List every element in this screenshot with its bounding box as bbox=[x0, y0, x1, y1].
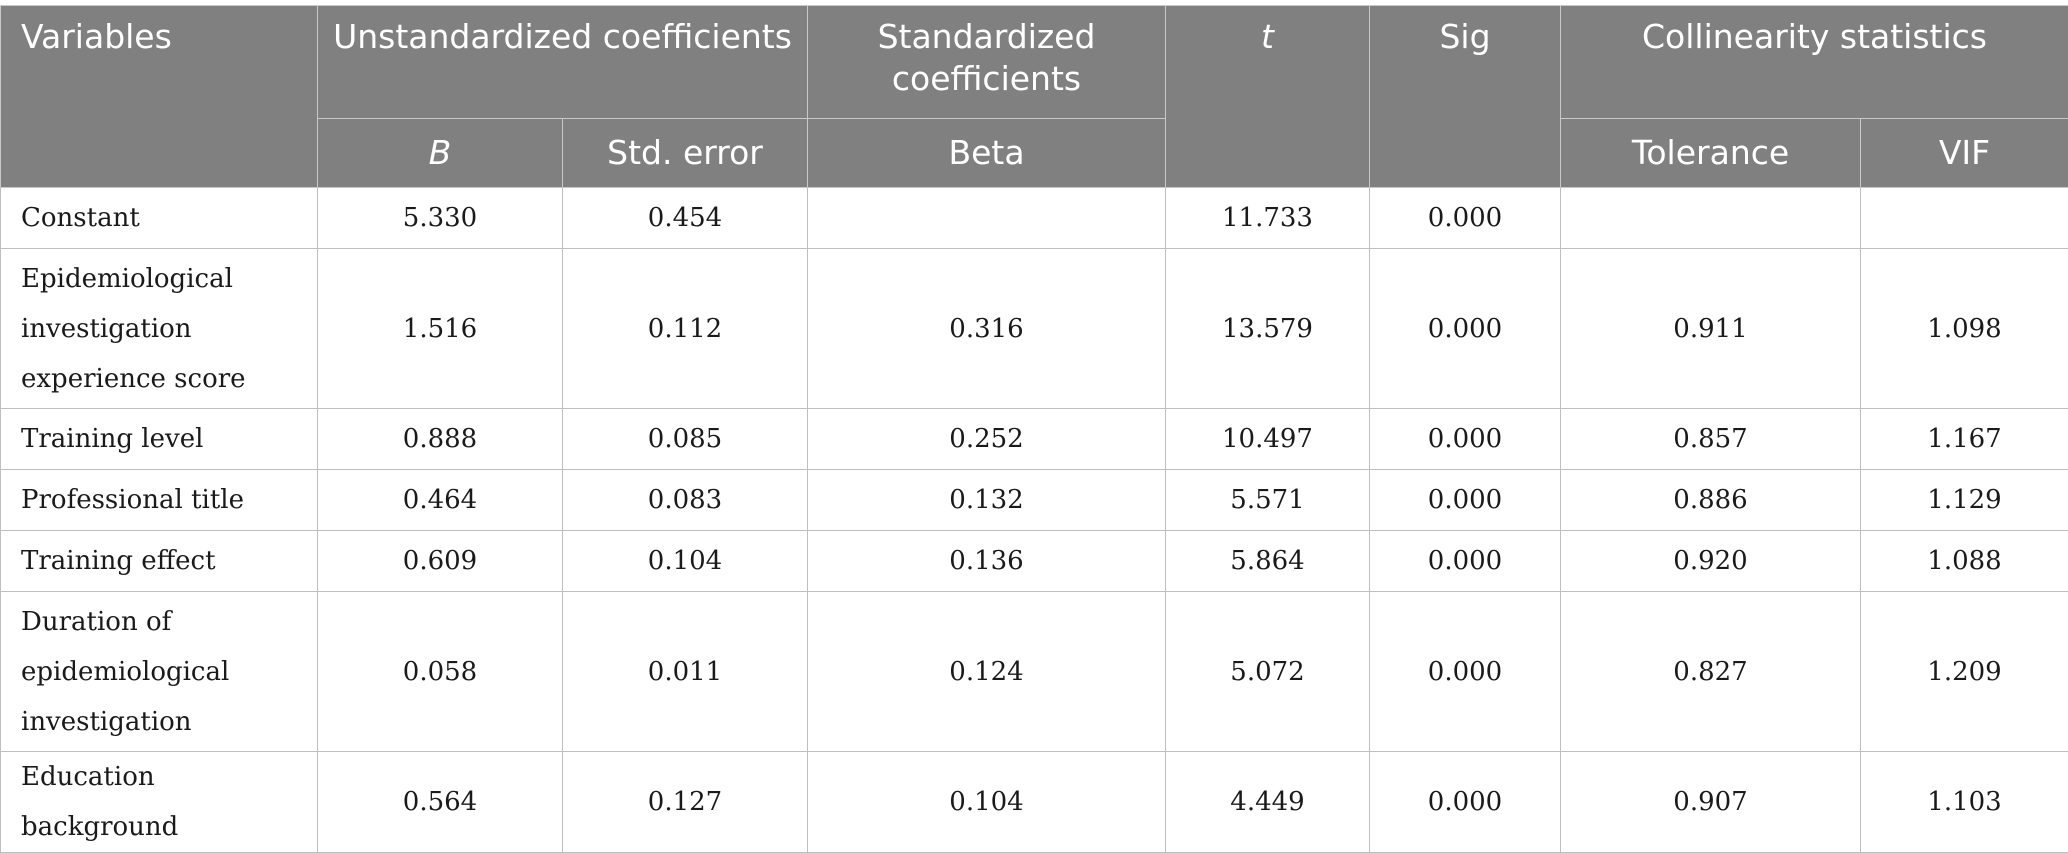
cell-vif: 1.098 bbox=[1861, 249, 2068, 409]
cell-b: 0.888 bbox=[318, 409, 563, 470]
cell-variable: Education background bbox=[1, 752, 318, 853]
cell-sig: 0.000 bbox=[1370, 752, 1561, 853]
cell-vif: 1.129 bbox=[1861, 470, 2068, 531]
cell-t: 5.864 bbox=[1166, 531, 1370, 592]
cell-sig: 0.000 bbox=[1370, 531, 1561, 592]
cell-b: 0.609 bbox=[318, 531, 563, 592]
cell-sig: 0.000 bbox=[1370, 592, 1561, 752]
header-b: B bbox=[318, 119, 563, 188]
cell-beta: 0.252 bbox=[808, 409, 1166, 470]
cell-tolerance: 0.886 bbox=[1561, 470, 1861, 531]
cell-tolerance: 0.907 bbox=[1561, 752, 1861, 853]
table-row: Epidemiological investigation experience… bbox=[1, 249, 2068, 409]
cell-vif: 1.103 bbox=[1861, 752, 2068, 853]
regression-table: Variables Unstandardized coefficients St… bbox=[0, 5, 2068, 853]
cell-vif: 1.209 bbox=[1861, 592, 2068, 752]
cell-b: 5.330 bbox=[318, 188, 563, 249]
header-unstandardized: Unstandardized coefficients bbox=[318, 6, 808, 119]
cell-tolerance: 0.857 bbox=[1561, 409, 1861, 470]
cell-tolerance: 0.911 bbox=[1561, 249, 1861, 409]
cell-tolerance: 0.827 bbox=[1561, 592, 1861, 752]
cell-variable: Duration of epidemiological investigatio… bbox=[1, 592, 318, 752]
cell-tolerance bbox=[1561, 188, 1861, 249]
cell-beta: 0.136 bbox=[808, 531, 1166, 592]
header-vif: VIF bbox=[1861, 119, 2068, 188]
cell-beta: 0.104 bbox=[808, 752, 1166, 853]
cell-t: 13.579 bbox=[1166, 249, 1370, 409]
cell-b: 1.516 bbox=[318, 249, 563, 409]
header-variables: Variables bbox=[1, 6, 318, 188]
cell-variable: Training level bbox=[1, 409, 318, 470]
header-t: t bbox=[1166, 6, 1370, 188]
cell-beta: 0.132 bbox=[808, 470, 1166, 531]
cell-sig: 0.000 bbox=[1370, 249, 1561, 409]
cell-vif: 1.167 bbox=[1861, 409, 2068, 470]
header-beta: Beta bbox=[808, 119, 1166, 188]
cell-b: 0.058 bbox=[318, 592, 563, 752]
cell-variable: Epidemiological investigation experience… bbox=[1, 249, 318, 409]
cell-beta: 0.124 bbox=[808, 592, 1166, 752]
cell-std-error: 0.112 bbox=[563, 249, 808, 409]
header-tolerance: Tolerance bbox=[1561, 119, 1861, 188]
header-standardized: Standardized coefficients bbox=[808, 6, 1166, 119]
cell-t: 5.072 bbox=[1166, 592, 1370, 752]
cell-vif: 1.088 bbox=[1861, 531, 2068, 592]
table-row: Duration of epidemiological investigatio… bbox=[1, 592, 2068, 752]
cell-b: 0.564 bbox=[318, 752, 563, 853]
header-sig: Sig bbox=[1370, 6, 1561, 188]
header-std-error: Std. error bbox=[563, 119, 808, 188]
header-collinearity: Collinearity statistics bbox=[1561, 6, 2068, 119]
cell-sig: 0.000 bbox=[1370, 188, 1561, 249]
cell-std-error: 0.454 bbox=[563, 188, 808, 249]
header-row-top: Variables Unstandardized coefficients St… bbox=[1, 6, 2068, 119]
cell-t: 11.733 bbox=[1166, 188, 1370, 249]
cell-t: 10.497 bbox=[1166, 409, 1370, 470]
cell-variable: Training effect bbox=[1, 531, 318, 592]
cell-std-error: 0.083 bbox=[563, 470, 808, 531]
cell-b: 0.464 bbox=[318, 470, 563, 531]
cell-sig: 0.000 bbox=[1370, 409, 1561, 470]
cell-std-error: 0.104 bbox=[563, 531, 808, 592]
cell-beta: 0.316 bbox=[808, 249, 1166, 409]
cell-vif bbox=[1861, 188, 2068, 249]
cell-t: 4.449 bbox=[1166, 752, 1370, 853]
cell-std-error: 0.011 bbox=[563, 592, 808, 752]
cell-t: 5.571 bbox=[1166, 470, 1370, 531]
cell-std-error: 0.085 bbox=[563, 409, 808, 470]
cell-beta bbox=[808, 188, 1166, 249]
cell-sig: 0.000 bbox=[1370, 470, 1561, 531]
cell-variable: Professional title bbox=[1, 470, 318, 531]
cell-std-error: 0.127 bbox=[563, 752, 808, 853]
cell-tolerance: 0.920 bbox=[1561, 531, 1861, 592]
cell-variable: Constant bbox=[1, 188, 318, 249]
